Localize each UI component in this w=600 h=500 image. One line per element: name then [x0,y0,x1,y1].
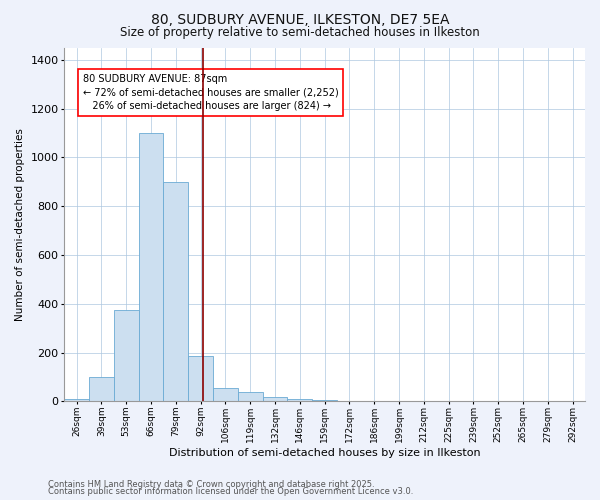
Text: 80 SUDBURY AVENUE: 87sqm
← 72% of semi-detached houses are smaller (2,252)
   26: 80 SUDBURY AVENUE: 87sqm ← 72% of semi-d… [83,74,338,110]
Bar [312,400,337,402]
Bar [89,377,114,402]
Bar [337,400,362,402]
Bar [263,396,287,402]
Bar [64,399,89,402]
Bar [163,182,188,402]
Bar [238,392,263,402]
Bar [213,388,238,402]
Bar [188,356,213,402]
Y-axis label: Number of semi-detached properties: Number of semi-detached properties [15,128,25,321]
Bar [287,399,312,402]
Bar [114,310,139,402]
Text: Contains HM Land Registry data © Crown copyright and database right 2025.: Contains HM Land Registry data © Crown c… [48,480,374,489]
Text: Contains public sector information licensed under the Open Government Licence v3: Contains public sector information licen… [48,487,413,496]
X-axis label: Distribution of semi-detached houses by size in Ilkeston: Distribution of semi-detached houses by … [169,448,481,458]
Text: 80, SUDBURY AVENUE, ILKESTON, DE7 5EA: 80, SUDBURY AVENUE, ILKESTON, DE7 5EA [151,12,449,26]
Bar [139,133,163,402]
Text: Size of property relative to semi-detached houses in Ilkeston: Size of property relative to semi-detach… [120,26,480,39]
